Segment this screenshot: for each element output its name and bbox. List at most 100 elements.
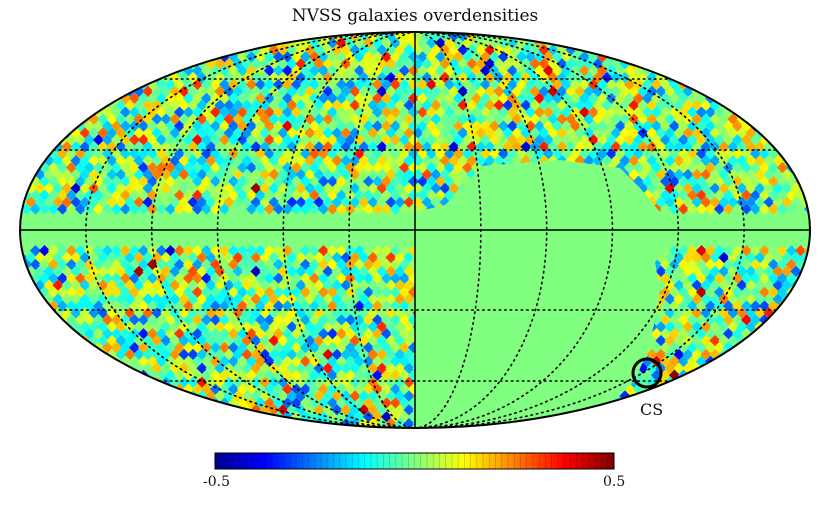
sky-pixel [587, 78, 600, 91]
sky-pixel [353, 51, 366, 63]
sky-pixel [151, 99, 163, 111]
sky-pixel [691, 155, 703, 167]
sky-pixel [682, 127, 694, 139]
sky-pixel [740, 175, 753, 187]
sky-pixel [241, 168, 253, 181]
sky-pixel [115, 182, 127, 194]
sky-pixel [241, 279, 253, 291]
sky-pixel [461, 120, 474, 132]
sky-pixel [713, 175, 726, 187]
sky-pixel [290, 51, 303, 63]
sky-pixel [263, 134, 276, 146]
sky-pixel [659, 300, 672, 312]
sky-pixel [164, 258, 177, 271]
sky-pixel [349, 182, 361, 194]
sky-pixel [56, 300, 69, 312]
sky-pixel [551, 106, 564, 118]
sky-pixel [398, 134, 411, 146]
sky-pixel [641, 106, 654, 118]
sky-pixel [331, 196, 343, 208]
sky-pixel [394, 293, 406, 305]
sky-pixel [506, 65, 519, 77]
sky-pixel [511, 155, 523, 167]
sky-pixel [439, 113, 451, 125]
sky-pixel [254, 120, 267, 132]
sky-pixel [601, 58, 613, 70]
sky-pixel [767, 175, 780, 187]
sky-pixel [268, 404, 280, 416]
sky-pixel [767, 148, 780, 160]
sky-pixel [326, 258, 339, 271]
sky-pixel [677, 286, 690, 298]
sky-pixel [101, 134, 114, 146]
sky-pixel [182, 148, 195, 160]
sky-pixel [650, 258, 663, 271]
sky-pixel [313, 196, 325, 208]
sky-pixel [380, 148, 393, 160]
sky-pixel [434, 134, 447, 146]
sky-pixel [245, 355, 258, 367]
sky-pixel [160, 321, 172, 333]
sky-pixel [128, 245, 141, 257]
sky-pixel [713, 203, 726, 215]
sky-pixel [470, 51, 483, 63]
sky-pixel [529, 99, 541, 111]
sky-pixel [673, 293, 685, 305]
sky-pixel [646, 155, 658, 167]
sky-pixel [223, 251, 235, 264]
sky-pixel [335, 203, 348, 215]
sky-pixel [272, 383, 285, 395]
sky-pixel [286, 44, 298, 56]
sky-pixel [65, 148, 78, 160]
sky-pixel [277, 155, 289, 167]
sky-pixel [241, 58, 253, 70]
sky-pixel [236, 106, 249, 118]
sky-pixel [272, 369, 285, 381]
sky-pixel [646, 113, 658, 125]
sky-pixel [547, 58, 559, 70]
sky-pixel [97, 141, 109, 153]
sky-pixel [470, 106, 483, 118]
sky-pixel [367, 307, 379, 319]
sky-pixel [281, 314, 294, 326]
sky-pixel [196, 85, 208, 97]
sky-pixel [493, 141, 505, 153]
sky-pixel [250, 265, 262, 277]
sky-pixel [398, 37, 411, 49]
sky-pixel [88, 251, 100, 264]
sky-pixel [133, 196, 145, 208]
sky-pixel [47, 272, 60, 284]
sky-pixel [794, 258, 807, 271]
sky-pixel [191, 369, 204, 381]
sky-pixel [295, 71, 307, 84]
sky-pixel [466, 44, 478, 56]
sky-pixel [727, 141, 739, 153]
sky-pixel [259, 335, 271, 347]
sky-pixel [326, 355, 339, 367]
sky-pixel [515, 78, 528, 91]
sky-pixel [155, 161, 168, 174]
sky-pixel [367, 113, 379, 125]
sky-pixel [344, 300, 357, 312]
sky-pixel [70, 251, 82, 264]
sky-pixel [686, 134, 699, 146]
sky-pixel [268, 279, 280, 291]
sky-pixel [547, 127, 559, 139]
sky-pixel [326, 286, 339, 298]
sky-pixel [452, 175, 465, 187]
sky-pixel [560, 148, 573, 160]
sky-pixel [731, 203, 744, 215]
sky-pixel [754, 196, 766, 208]
sky-pixel [767, 161, 780, 174]
sky-pixel [727, 251, 739, 264]
sky-pixel [434, 106, 447, 118]
sky-pixel [484, 113, 496, 125]
sky-pixel [583, 113, 595, 125]
sky-pixel [124, 127, 136, 139]
sky-pixel [160, 71, 172, 84]
sky-pixel [380, 286, 393, 298]
sky-pixel [236, 300, 249, 312]
sky-pixel [74, 286, 87, 298]
sky-pixel [349, 390, 361, 402]
sky-pixel [340, 265, 352, 277]
